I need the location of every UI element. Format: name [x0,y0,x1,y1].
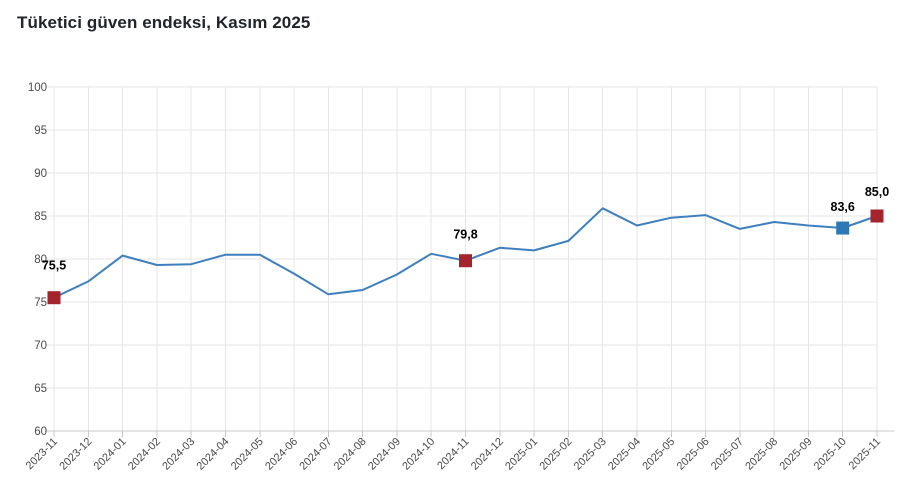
x-axis-label: 2025-06 [675,436,712,473]
x-axis-label: 2025-04 [606,436,643,473]
x-axis-label: 2025-10 [812,436,849,473]
y-axis-label: 85 [34,211,47,223]
y-axis-label: 95 [34,125,47,137]
x-axis-label: 2024-11 [435,436,471,472]
x-axis-label: 2025-07 [709,436,746,473]
x-axis-label: 2023-11 [24,436,60,472]
x-axis-label: 2025-01 [503,436,540,473]
x-axis-label: 2024-08 [332,436,369,473]
y-axis-label: 65 [34,383,47,395]
x-axis-label: 2024-03 [160,436,197,473]
highlight-marker-red [459,254,472,268]
x-axis-labels: 2023-112023-122024-012024-022024-032024-… [24,436,883,473]
point-value-label: 75,5 [42,259,66,273]
x-axis-label: 2024-10 [400,436,437,473]
x-axis-label: 2024-05 [229,436,266,473]
y-axis-label: 60 [34,426,47,438]
x-axis-label: 2024-01 [92,436,129,473]
highlight-marker-red [47,291,61,305]
chart-title: Tüketici güven endeksi, Kasım 2025 [17,13,311,32]
y-axis-label: 100 [28,82,47,94]
x-axis-label: 2024-02 [126,436,163,473]
point-value-label: 79,8 [453,228,477,242]
point-annotations: 75,5 79,8 83,6 85,0 [42,185,889,305]
x-axis-label: 2025-08 [743,436,780,473]
point-value-label: 85,0 [865,185,889,199]
y-axis-label: 90 [34,168,47,180]
point-value-label: 83,6 [831,200,855,214]
x-axis-label: 2025-03 [572,436,609,473]
x-axis-label: 2025-09 [778,436,815,473]
x-axis-label: 2024-09 [366,436,403,473]
highlight-marker-red [870,209,884,223]
x-axis-label: 2025-05 [640,436,677,473]
y-axis-label: 80 [34,254,47,266]
x-axis-label: 2024-12 [469,436,506,473]
x-axis-label: 2025-11 [847,436,883,472]
y-axis-labels: 60 65 70 75 80 85 90 95 100 [28,82,47,438]
highlight-marker-blue [836,221,850,235]
x-axis-label: 2024-07 [297,436,334,473]
x-axis-label: 2023-12 [57,436,94,473]
x-axis-label: 2024-04 [195,436,232,473]
x-axis-label: 2024-06 [263,436,300,473]
y-axis-label: 75 [34,297,47,309]
x-axis-label: 2025-02 [537,436,574,473]
y-axis-label: 70 [34,340,47,352]
